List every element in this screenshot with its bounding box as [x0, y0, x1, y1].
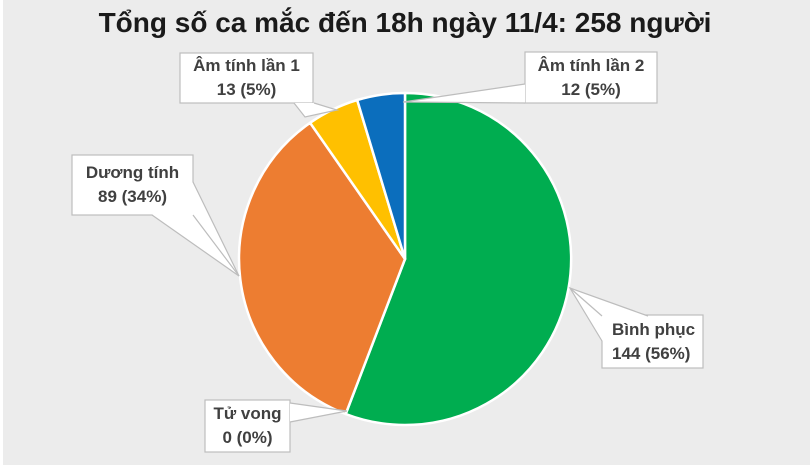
callout-am-tinh-lan-1: Âm tính lần 1 13 (5%) [180, 53, 313, 103]
callout-pointer-3 [293, 102, 340, 118]
pie-slice-4[interactable] [355, 91, 407, 261]
pie-slice-0[interactable] [344, 91, 573, 427]
callout-pointers [151, 83, 649, 423]
callout-fold-line-2 [192, 214, 240, 277]
callout-pointer-1 [289, 402, 348, 423]
callout-tu-vong-label: Tử vong [213, 404, 282, 423]
callout-tu-vong: Tử vong 0 (0%) [205, 400, 290, 452]
callout-am-tinh-lan-2-label: Âm tính lần 2 [537, 55, 645, 75]
callout-am-tinh-lan-2: Âm tính lần 2 12 (5%) [525, 52, 657, 103]
callout-pointer-4 [402, 83, 526, 104]
callout-binh-phuc: Bình phục 144 (56%) [602, 315, 703, 368]
callout-box-4 [524, 51, 658, 104]
callout-duong-tinh: Dương tính 89 (34%) [72, 155, 193, 215]
callout-binh-phuc-label: Bình phục [612, 319, 696, 339]
callout-boxes [71, 51, 704, 453]
callout-am-tinh-lan-1-value: 13 (5%) [216, 80, 277, 99]
callout-box-3 [179, 52, 314, 104]
callout-fold-line-0 [569, 287, 603, 317]
pie-slices [237, 91, 573, 427]
callout-duong-tinh-label: Dương tính [85, 163, 180, 182]
pie-slice-2[interactable] [237, 121, 407, 416]
callout-box-1 [204, 399, 291, 453]
callout-duong-tinh-value: 89 (34%) [98, 187, 167, 206]
callout-tu-vong-value: 0 (0%) [222, 428, 273, 447]
chart-title: Tổng số ca mắc đến 18h ngày 11/4: 258 ng… [98, 7, 712, 38]
callout-am-tinh-lan-1-label: Âm tính lần 1 [193, 56, 300, 75]
callout-binh-phuc-value: 144 (56%) [612, 343, 691, 363]
callout-am-tinh-lan-2-value: 12 (5%) [561, 79, 621, 99]
